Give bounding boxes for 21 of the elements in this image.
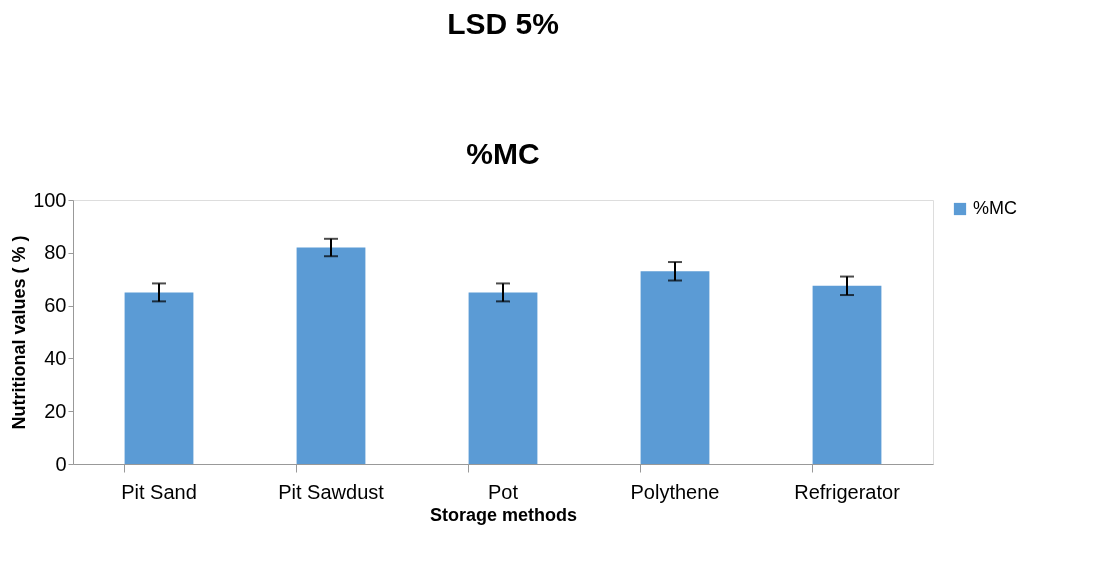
x-tick-label: Polythene xyxy=(630,480,720,503)
y-tick-label: 40 xyxy=(44,346,67,369)
y-tick-label: 60 xyxy=(44,294,67,317)
x-tick-label: Pot xyxy=(487,480,519,503)
y-tick-label: 100 xyxy=(33,188,67,211)
y-tick-label: 80 xyxy=(44,241,67,264)
y-tick-label: 20 xyxy=(44,399,67,422)
bar xyxy=(640,271,710,464)
x-axis-title: Storage methods xyxy=(429,504,578,525)
bar xyxy=(124,292,194,464)
chart-subtitle: %MC xyxy=(466,137,540,170)
bar xyxy=(812,285,882,464)
y-tick-label: 0 xyxy=(55,452,67,475)
bar xyxy=(296,247,366,464)
legend-label: %MC xyxy=(973,198,1017,218)
y-axis-title: Nutritional values ( % ) xyxy=(9,235,30,430)
x-tick-label: Refrigerator xyxy=(794,480,901,503)
x-tick-label: Pit Sand xyxy=(121,480,197,503)
chart-title: LSD 5% xyxy=(447,7,559,40)
bar xyxy=(468,292,538,464)
x-tick-label: Pit Sawdust xyxy=(278,480,385,503)
